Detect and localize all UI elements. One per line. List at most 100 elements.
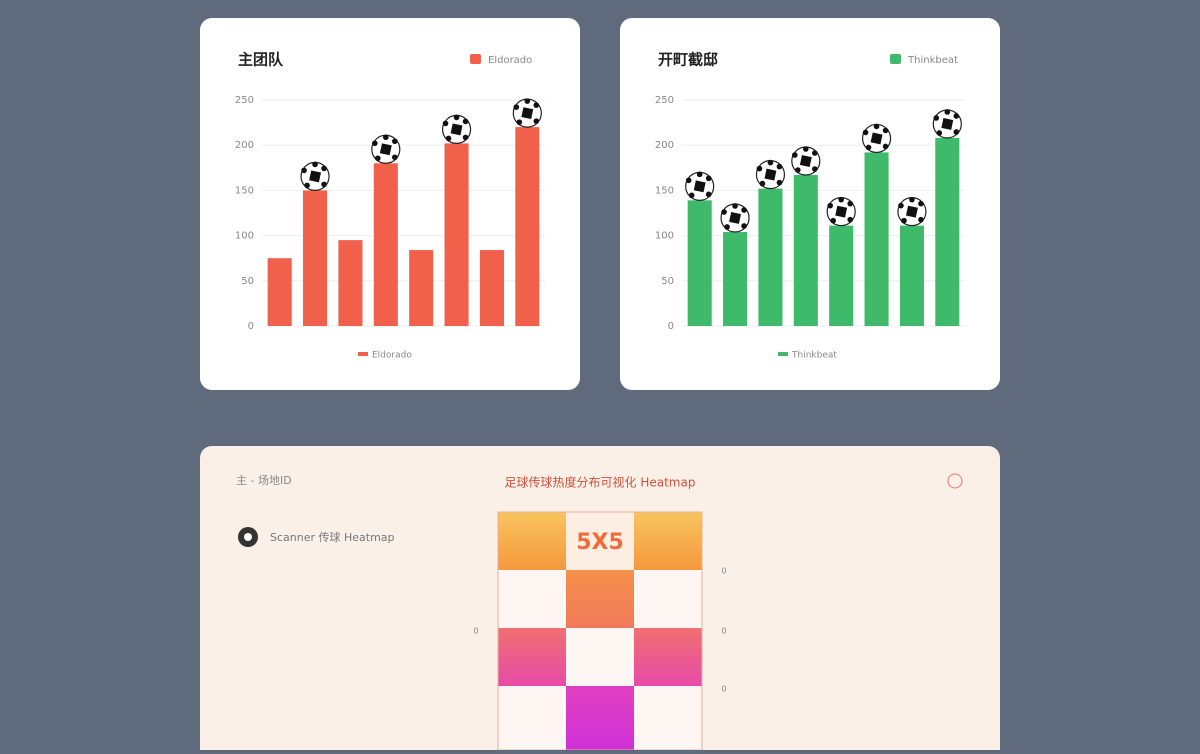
- ball-icon: [379, 143, 392, 156]
- ball-icon: [392, 138, 398, 145]
- legend-label: Thinkbeat: [907, 55, 958, 66]
- ball-icon: [941, 118, 954, 130]
- grid-label: 5X5: [576, 530, 624, 555]
- chart-title: 主团队: [238, 51, 284, 69]
- legend-label: Eldorado: [372, 351, 412, 361]
- heatmap-grid: [497, 511, 703, 751]
- heat-cell: [498, 512, 566, 570]
- ball-icon: [767, 159, 774, 166]
- bar: [935, 137, 960, 326]
- bar: [758, 188, 783, 326]
- ball-icon: [696, 171, 703, 178]
- heat-cell: [566, 570, 634, 628]
- heat-cell: [634, 512, 702, 570]
- panel-title: 足球传球热度分布可视化 Heatmap: [505, 475, 696, 490]
- heat-cell: [634, 628, 702, 686]
- bar: [479, 250, 504, 326]
- ball-icon: [445, 135, 452, 142]
- bar: [793, 175, 818, 326]
- ball-icon: [729, 212, 741, 224]
- legend-label: Thinkbeat: [791, 351, 837, 361]
- heat-cell: [498, 628, 566, 686]
- legend-swatch: [358, 352, 368, 356]
- ball-icon: [462, 118, 469, 125]
- ball-icon: [705, 175, 712, 182]
- ball-icon: [933, 115, 940, 121]
- ball-icon: [759, 180, 766, 187]
- y-tick-label: 0: [248, 321, 254, 332]
- ball-icon: [442, 120, 449, 127]
- ball-icon: [521, 107, 534, 120]
- ball-icon: [301, 167, 307, 174]
- ball-icon: [944, 109, 951, 115]
- y-tick-label: 0: [668, 321, 674, 332]
- y-tick-label: 250: [655, 95, 674, 106]
- ball-icon: [873, 123, 880, 130]
- heat-cell: [566, 628, 634, 686]
- ball-icon: [838, 196, 844, 203]
- bar: [829, 225, 854, 326]
- ball-icon: [776, 179, 783, 186]
- side-label: 0: [721, 567, 726, 576]
- bar: [409, 250, 434, 326]
- ball-icon: [688, 192, 695, 199]
- side-label: 0: [721, 627, 726, 636]
- ball-icon: [865, 144, 872, 151]
- ball-icon: [909, 196, 915, 203]
- y-tick-label: 200: [235, 140, 254, 151]
- y-tick-label: 150: [235, 185, 254, 196]
- bar: [687, 200, 712, 326]
- ball-icon: [906, 205, 918, 218]
- panel-item: Scanner 传球 Heatmap: [270, 530, 395, 544]
- ball-icon: [524, 98, 531, 104]
- y-tick-label: 200: [655, 140, 674, 151]
- panel-header: 主 - 场地ID: [236, 473, 292, 487]
- ball-icon: [685, 177, 692, 184]
- ball-icon: [792, 152, 798, 158]
- y-tick-label: 150: [655, 185, 674, 196]
- ball-icon: [953, 129, 960, 135]
- bar: [338, 240, 363, 326]
- ball-icon: [309, 170, 321, 183]
- y-tick-label: 100: [655, 231, 674, 242]
- bar: [267, 258, 292, 326]
- bar: [899, 225, 924, 326]
- y-tick-label: 100: [235, 231, 254, 242]
- ball-icon: [533, 102, 540, 108]
- ball-icon: [827, 202, 833, 209]
- ball-icon: [450, 123, 463, 136]
- ball-icon: [764, 168, 777, 181]
- ball-icon: [901, 217, 907, 224]
- ball-icon: [533, 118, 540, 124]
- ball-icon: [882, 127, 889, 134]
- ball-icon: [375, 155, 381, 162]
- bar: [515, 127, 540, 327]
- heat-cell: [566, 686, 634, 750]
- legend-swatch: [778, 352, 788, 356]
- ball-icon: [705, 191, 712, 198]
- side-label: 0: [473, 627, 478, 636]
- ball-icon: [870, 132, 883, 145]
- ball-icon: [732, 203, 738, 209]
- ball-icon: [741, 207, 747, 213]
- ball-icon: [799, 155, 812, 167]
- bar: [864, 152, 889, 326]
- chart-title: 开町截邸: [658, 51, 718, 69]
- legend-swatch: [890, 54, 901, 64]
- close-button[interactable]: [947, 473, 963, 489]
- ball-icon: [847, 200, 853, 207]
- side-label: 0: [721, 685, 726, 694]
- ball-icon: [936, 130, 943, 136]
- ball-icon: [812, 166, 818, 172]
- ball-icon: [383, 134, 389, 141]
- bar: [444, 143, 469, 326]
- bar: [303, 190, 328, 326]
- ball-icon: [847, 216, 853, 223]
- ball-icon: [812, 150, 818, 156]
- ball-icon: [304, 182, 310, 189]
- heat-cell: [634, 686, 702, 750]
- ball-icon: [953, 113, 960, 119]
- heat-cell: [498, 686, 566, 750]
- ball-icon: [862, 129, 869, 136]
